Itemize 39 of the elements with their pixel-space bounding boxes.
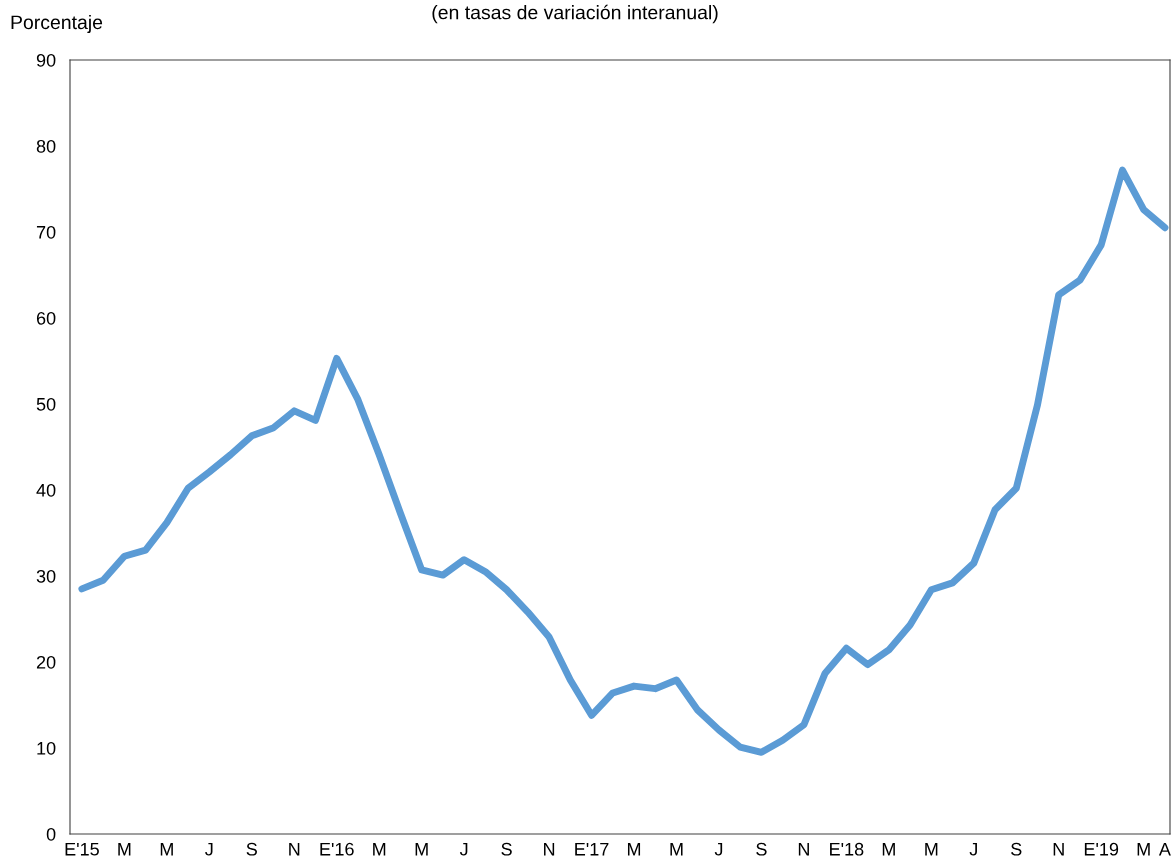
x-tick-label: M bbox=[373, 843, 386, 856]
x-tick-label: N bbox=[544, 843, 555, 856]
y-tick-label: 80 bbox=[36, 139, 56, 153]
y-tick-label: 60 bbox=[36, 311, 56, 325]
x-tick-label: A bbox=[1158, 843, 1171, 856]
y-tick-label: 70 bbox=[36, 225, 56, 239]
y-axis-title: Porcentaje bbox=[11, 14, 103, 34]
x-tick-label: J bbox=[969, 843, 977, 856]
x-tick-label: N bbox=[798, 843, 809, 856]
x-tick-label: M bbox=[882, 843, 895, 856]
x-tick-label: E'19 bbox=[1084, 842, 1119, 856]
y-tick-label: 0 bbox=[46, 827, 56, 841]
x-tick-label: E'16 bbox=[320, 842, 354, 856]
y-tick-label: 10 bbox=[37, 741, 56, 755]
y-tick-label: 50 bbox=[36, 397, 56, 411]
x-tick-label: M bbox=[118, 843, 131, 856]
y-tick-label: 30 bbox=[36, 569, 56, 583]
x-tick-label: S bbox=[501, 842, 512, 856]
x-tick-label: M bbox=[925, 843, 938, 856]
x-tick-label: E'18 bbox=[830, 842, 864, 856]
x-tick-label: J bbox=[459, 843, 468, 856]
y-tick-label: 20 bbox=[36, 655, 56, 669]
x-tick-label: E'15 bbox=[65, 843, 99, 856]
x-tick-label: S bbox=[246, 842, 257, 856]
x-tick-label: M bbox=[1137, 843, 1150, 856]
x-tick-label: E'17 bbox=[575, 843, 609, 856]
x-tick-label: S bbox=[756, 842, 767, 856]
x-tick-label: M bbox=[415, 843, 428, 856]
x-tick-label: N bbox=[1053, 843, 1064, 856]
x-tick-label: M bbox=[160, 843, 173, 856]
x-tick-label: J bbox=[205, 843, 213, 856]
x-tick-label: S bbox=[1011, 842, 1022, 856]
chart-title: (en tasas de variación interanual) bbox=[432, 4, 718, 24]
y-tick-label: 90 bbox=[36, 53, 56, 67]
x-tick-label: J bbox=[714, 843, 723, 856]
x-tick-label: N bbox=[289, 843, 300, 856]
x-tick-label: M bbox=[627, 843, 641, 856]
y-tick-label: 40 bbox=[36, 483, 56, 497]
x-tick-label: M bbox=[670, 843, 683, 856]
